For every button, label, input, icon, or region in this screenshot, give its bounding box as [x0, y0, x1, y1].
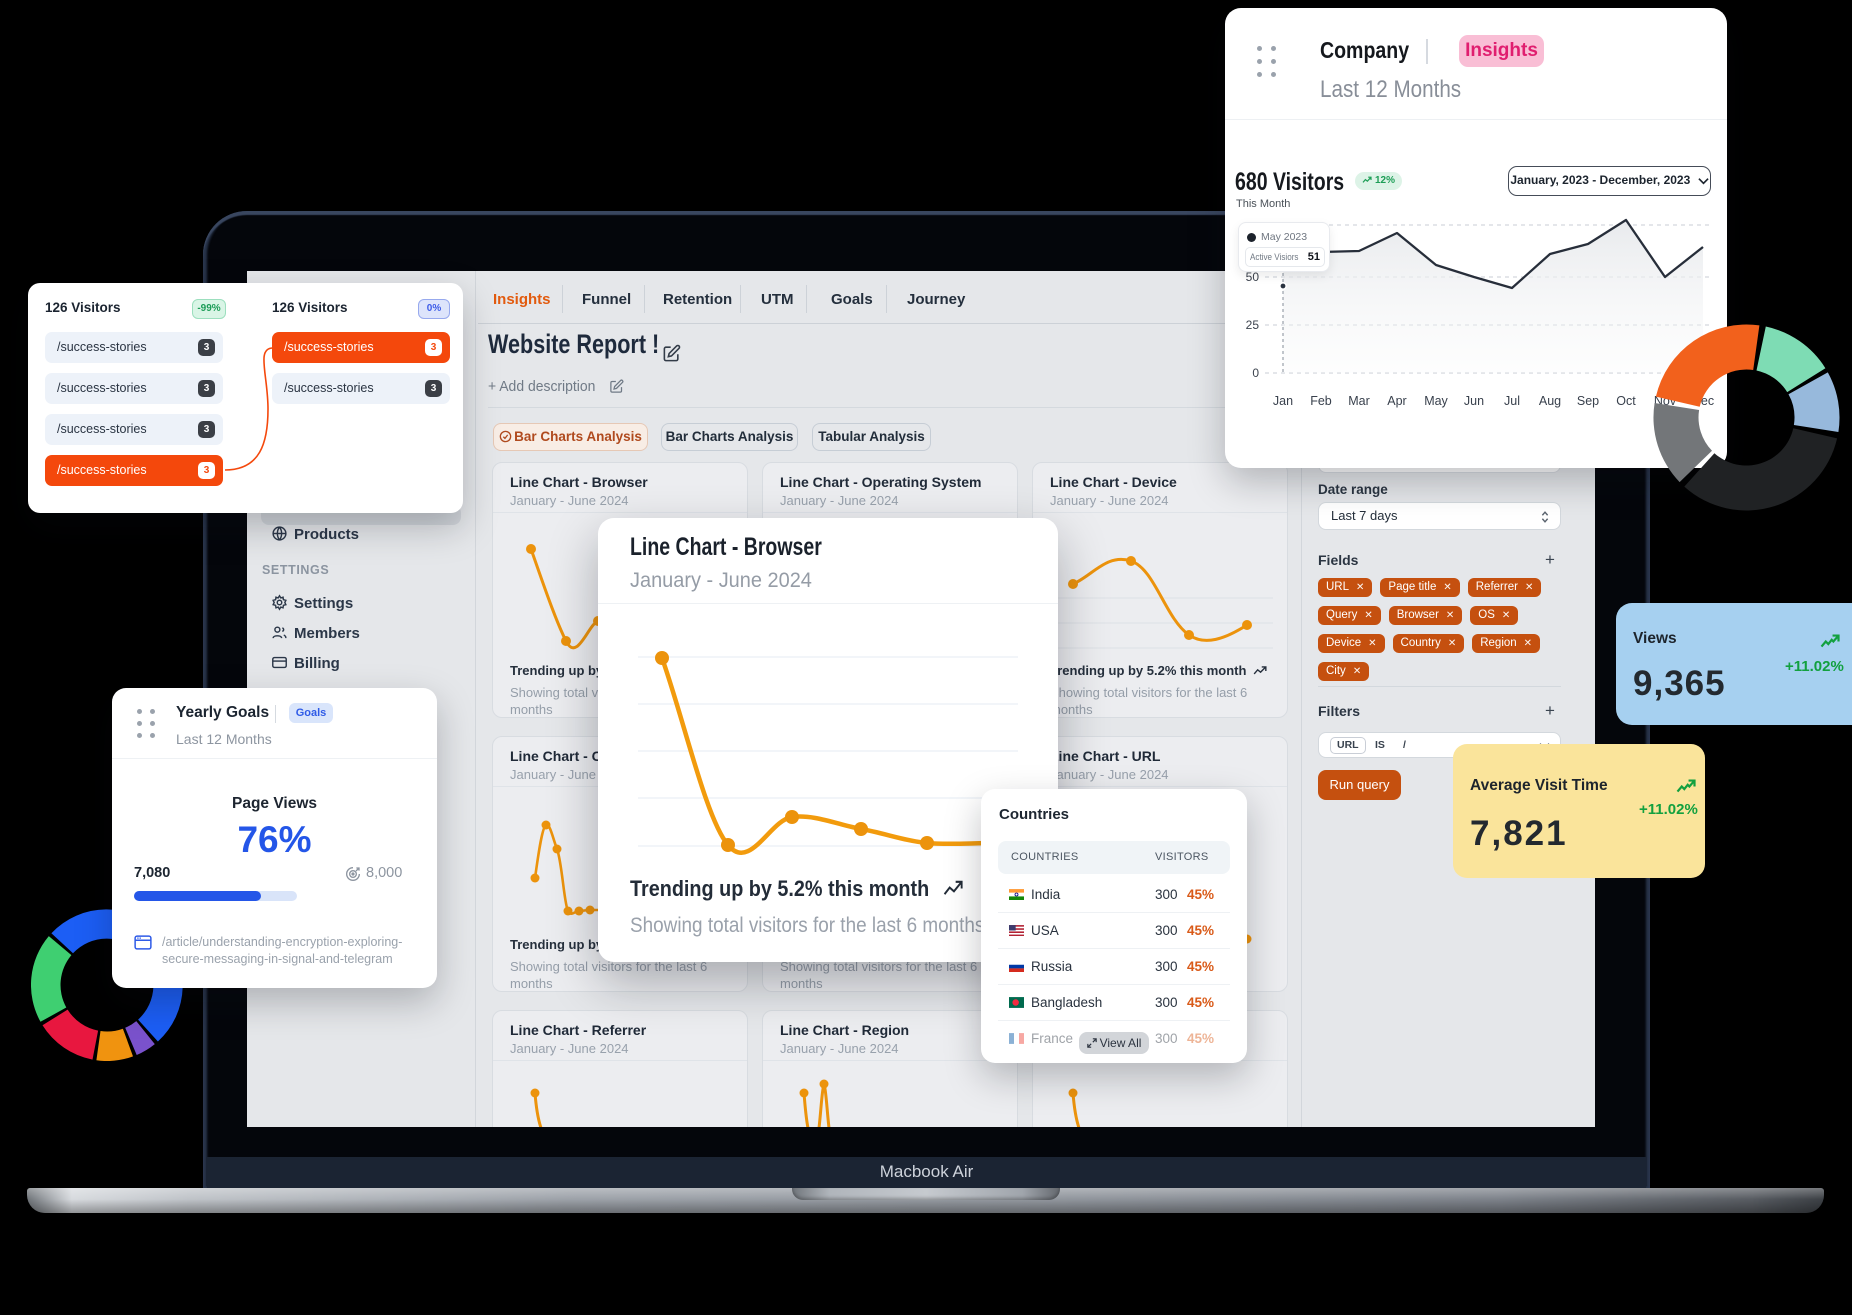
svg-text:Jul: Jul: [1504, 394, 1520, 408]
svg-text:0: 0: [1252, 366, 1259, 380]
svg-text:Aug: Aug: [1539, 394, 1561, 408]
svg-text:Feb: Feb: [1310, 394, 1332, 408]
svg-text:Jun: Jun: [1464, 394, 1484, 408]
svg-text:Apr: Apr: [1387, 394, 1406, 408]
svg-text:25: 25: [1246, 318, 1260, 332]
svg-text:Oct: Oct: [1616, 394, 1636, 408]
svg-text:Jan: Jan: [1273, 394, 1293, 408]
svg-text:May: May: [1424, 394, 1448, 408]
svg-text:50: 50: [1246, 270, 1260, 284]
svg-text:Mar: Mar: [1348, 394, 1370, 408]
svg-text:Sep: Sep: [1577, 394, 1599, 408]
